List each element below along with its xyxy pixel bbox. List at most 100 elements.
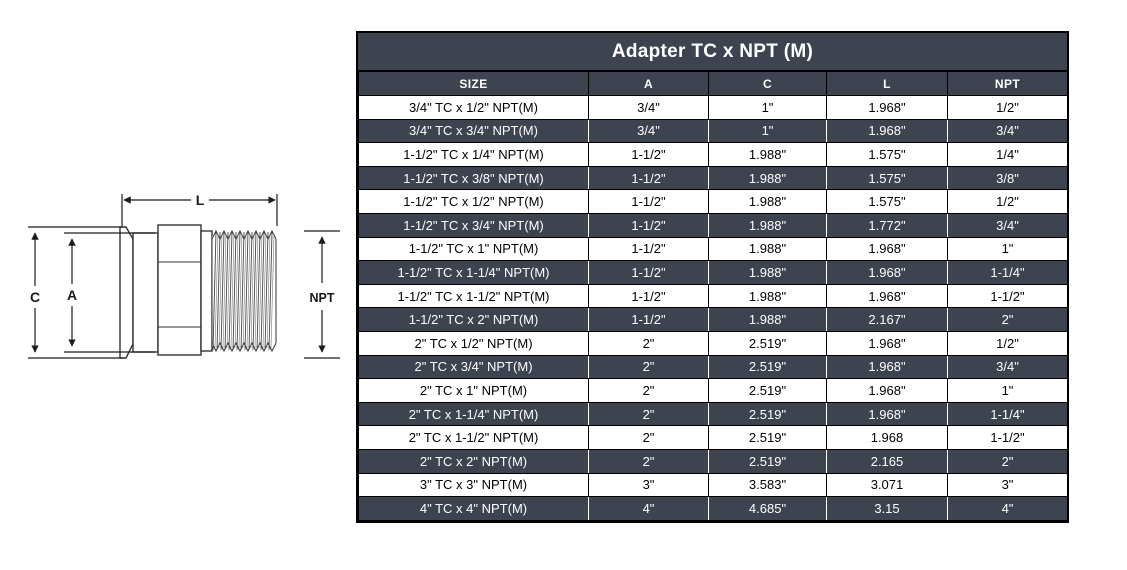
table-row: 3/4" TC x 1/2" NPT(M) 3/4" 1" 1.968" 1/2" [358, 95, 1068, 120]
table-cell: 3" TC x 3" NPT(M) [358, 472, 589, 498]
table-cell: 1-1/2" TC x 1/4" NPT(M) [358, 142, 589, 167]
table-cell: 2.519" [708, 401, 827, 427]
col-header-size: SIZE [358, 71, 589, 96]
table-row: 1-1/2" TC x 1-1/2" NPT(M) 1-1/2" 1.988" 1.9… [358, 283, 1068, 309]
col-header-c: C [708, 71, 827, 96]
table-cell: 2.165 [826, 448, 948, 474]
dim-label-a: A [67, 287, 77, 303]
table-row: 3" TC x 3" NPT(M) 3" 3.583" 3.071 3" [358, 472, 1068, 498]
table-cell: 2" [947, 307, 1068, 332]
table-row: 1-1/2" TC x 1-1/4" NPT(M) 1-1/2" 1.988" 1.9… [358, 260, 1068, 285]
table-cell: 4" [947, 496, 1068, 521]
table-cell: 1-1/2" [588, 236, 709, 262]
table-cell: 1.968" [826, 330, 948, 356]
table-cell: 2" TC x 3/4" NPT(M) [358, 354, 589, 380]
table-cell: 1-1/2" TC x 3/4" NPT(M) [358, 212, 589, 238]
table-cell: 2" TC x 2" NPT(M) [358, 448, 589, 474]
npt-threads [211, 229, 277, 353]
table-row: 2" TC x 1-1/4" NPT(M) 2" 2.519" 1.968" 1-1/4… [358, 401, 1068, 427]
table-cell: 1-1/2" TC x 1-1/4" NPT(M) [358, 260, 589, 285]
table-row: 2" TC x 1" NPT(M) 2" 2.519" 1.968" 1" [358, 378, 1068, 403]
table-cell: 1.575" [826, 142, 948, 167]
table-cell: 1.968" [826, 118, 948, 144]
table-cell: 1.575" [826, 165, 948, 191]
table-cell: 1.968" [826, 401, 948, 427]
table-row: 2" TC x 1/2" NPT(M) 2" 2.519" 1.968" 1/2" [358, 330, 1068, 356]
neck [132, 232, 159, 353]
table-row: 4" TC x 4" NPT(M) 4" 4.685" 3.15 4" [358, 496, 1068, 521]
table-cell: 3/4" TC x 3/4" NPT(M) [358, 118, 589, 144]
table-row: 2" TC x 2" NPT(M) 2" 2.519" 2.165 2" [358, 448, 1068, 474]
table-cell: 1.988" [708, 165, 827, 191]
header-row: SIZE A C L NPT [358, 71, 1068, 96]
table-cell: 2" TC x 1-1/2" NPT(M) [358, 425, 589, 450]
table-cell: 2" [588, 448, 709, 474]
table-cell: 3/4" [588, 95, 709, 120]
table-cell: 4" TC x 4" NPT(M) [358, 496, 589, 521]
table-cell: 1.968" [826, 95, 948, 120]
table-cell: 1.988" [708, 142, 827, 167]
fitting-outline [119, 224, 277, 359]
table-title: Adapter TC x NPT (M) [358, 33, 1067, 71]
dimension-a: A [64, 232, 155, 353]
spec-table-container: Adapter TC x NPT (M) SIZE A C L NPT 3/4"… [356, 31, 1069, 523]
table-cell: 2.519" [708, 378, 827, 403]
table-cell: 1-1/4" [947, 260, 1068, 285]
table-cell: 3/4" [947, 354, 1068, 380]
table-cell: 1-1/2" [588, 212, 709, 238]
table-cell: 1.968 [826, 425, 948, 450]
table-cell: 2" [588, 425, 709, 450]
table-cell: 1-1/2" TC x 1" NPT(M) [358, 236, 589, 262]
table-cell: 2" [588, 401, 709, 427]
table-cell: 1.988" [708, 189, 827, 214]
table-cell: 1-1/2" TC x 2" NPT(M) [358, 307, 589, 332]
table-cell: 2" TC x 1/2" NPT(M) [358, 330, 589, 356]
dim-label-c: C [30, 289, 40, 305]
table-row: 1-1/2" TC x 1/2" NPT(M) 1-1/2" 1.988" 1.575… [358, 189, 1068, 214]
table-cell: 1.968" [826, 236, 948, 262]
table-cell: 1.968" [826, 354, 948, 380]
table-cell: 1.575" [826, 189, 948, 214]
table-row: 1-1/2" TC x 2" NPT(M) 1-1/2" 1.988" 2.167" 2… [358, 307, 1068, 332]
table-cell: 1-1/2" [947, 425, 1068, 450]
table-cell: 1/2" [947, 330, 1068, 356]
table-cell: 1" [708, 118, 827, 144]
table-cell: 3/4" [947, 212, 1068, 238]
dimension-l: L [121, 192, 278, 226]
table-cell: 3/4" [947, 118, 1068, 144]
table-body: 3/4" TC x 1/2" NPT(M) 3/4" 1" 1.968" 1/2" 3/4… [358, 95, 1068, 521]
table-row: 1-1/2" TC x 3/8" NPT(M) 1-1/2" 1.988" 1.575… [358, 165, 1068, 191]
table-cell: 1.988" [708, 307, 827, 332]
table-cell: 1.988" [708, 212, 827, 238]
table-cell: 2" TC x 1" NPT(M) [358, 378, 589, 403]
spec-table: SIZE A C L NPT 3/4" TC x 1/2" NPT(M) 3/4"… [358, 71, 1068, 521]
table-cell: 3" [947, 472, 1068, 498]
table-cell: 1" [947, 378, 1068, 403]
body-hex [157, 224, 202, 356]
table-cell: 3/8" [947, 165, 1068, 191]
table-cell: 1.988" [708, 260, 827, 285]
table-cell: 1-1/2" [588, 165, 709, 191]
table-cell: 1-1/2" [588, 260, 709, 285]
table-cell: 1" [708, 95, 827, 120]
table-cell: 2" [947, 448, 1068, 474]
table-cell: 2" [588, 330, 709, 356]
table-cell: 1.772" [826, 212, 948, 238]
table-cell: 3" [588, 472, 709, 498]
table-row: 1-1/2" TC x 1/4" NPT(M) 1-1/2" 1.988" 1.575… [358, 142, 1068, 167]
table-cell: 2.519" [708, 354, 827, 380]
table-cell: 1/4" [947, 142, 1068, 167]
table-cell: 1/2" [947, 95, 1068, 120]
table-cell: 1-1/2" TC x 1/2" NPT(M) [358, 189, 589, 214]
dim-label-l: L [196, 192, 205, 208]
col-header-l: L [826, 71, 948, 96]
table-cell: 4.685" [708, 496, 827, 521]
table-cell: 2.167" [826, 307, 948, 332]
table-cell: 1-1/2" TC x 3/8" NPT(M) [358, 165, 589, 191]
table-cell: 1-1/4" [947, 401, 1068, 427]
table-cell: 3.071 [826, 472, 948, 498]
table-cell: 2.519" [708, 448, 827, 474]
table-cell: 3.583" [708, 472, 827, 498]
table-row: 2" TC x 3/4" NPT(M) 2" 2.519" 1.968" 3/4" [358, 354, 1068, 380]
